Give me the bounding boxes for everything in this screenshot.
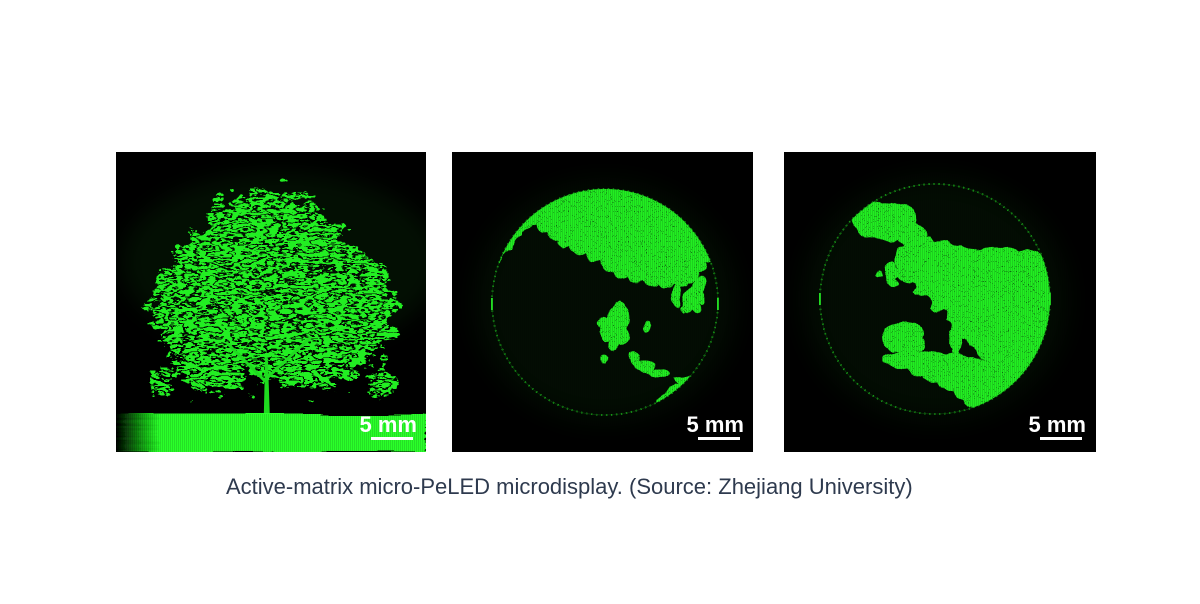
svg-text:5 mm: 5 mm — [687, 412, 744, 437]
svg-text:5 mm: 5 mm — [360, 412, 417, 437]
svg-text:5 mm: 5 mm — [1029, 412, 1086, 437]
